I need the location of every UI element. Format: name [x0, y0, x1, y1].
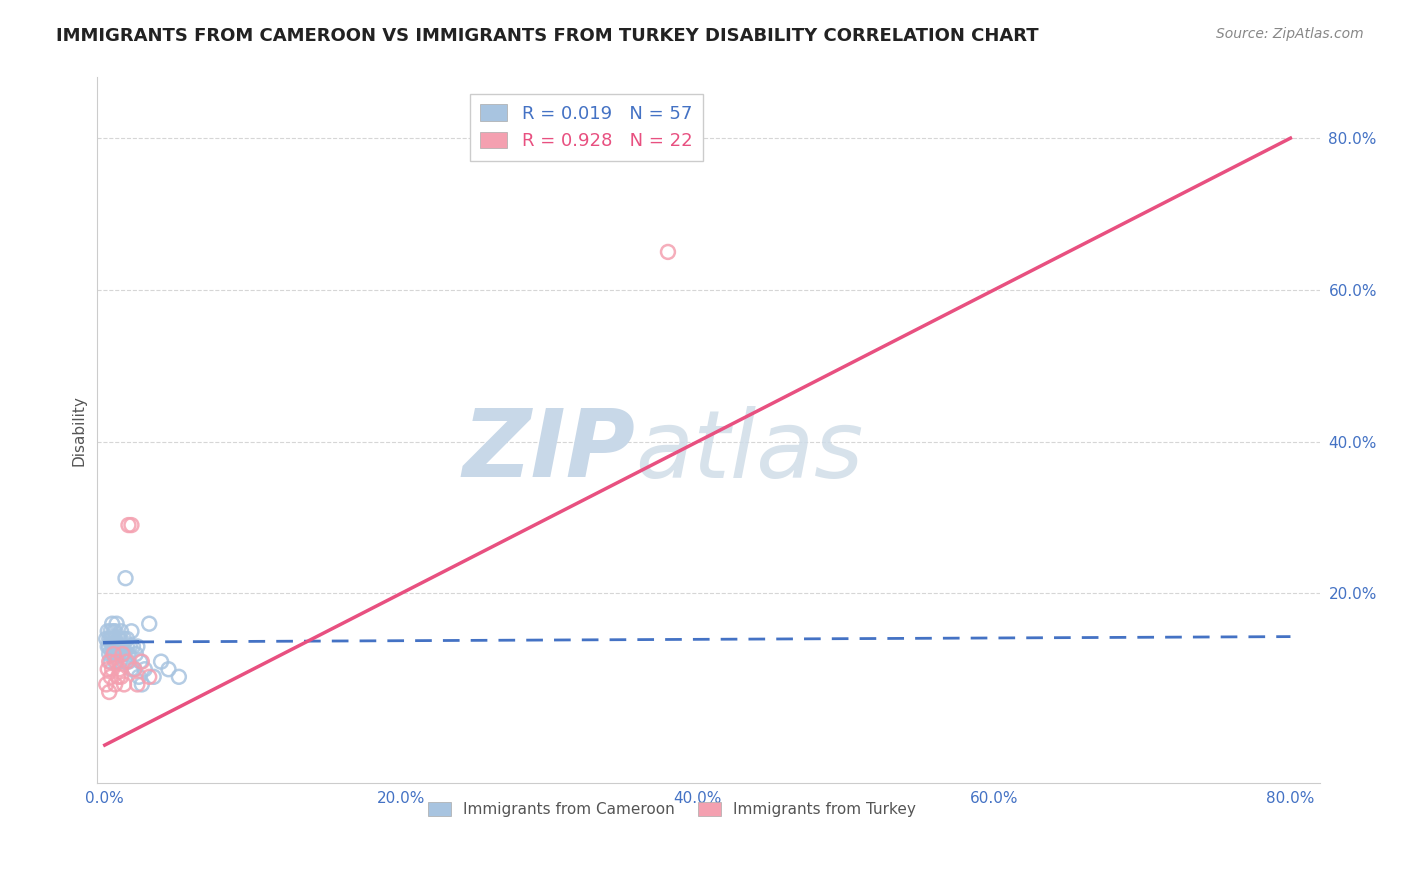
Point [131, 677, 153, 691]
Point [117, 647, 139, 661]
Y-axis label: Disability: Disability [72, 395, 86, 466]
Point [150, 655, 173, 669]
Point [103, 647, 125, 661]
Point [104, 647, 127, 661]
Point [101, 662, 124, 676]
Point [127, 677, 149, 691]
Point [112, 677, 135, 691]
Point [104, 677, 127, 691]
Point [117, 518, 139, 533]
Point [110, 647, 132, 661]
Point [117, 655, 139, 669]
Point [129, 655, 152, 669]
Point [122, 640, 145, 654]
Point [107, 640, 129, 654]
Point [124, 662, 146, 676]
Text: Source: ZipAtlas.com: Source: ZipAtlas.com [1216, 27, 1364, 41]
Point [105, 616, 128, 631]
Text: atlas: atlas [636, 406, 863, 497]
Point [103, 647, 125, 661]
Point [100, 632, 122, 646]
Point [104, 624, 127, 639]
Point [108, 655, 131, 669]
Point [108, 632, 131, 646]
Point [97, 624, 120, 639]
Point [125, 647, 148, 661]
Point [112, 632, 135, 646]
Point [105, 655, 128, 669]
Point [120, 662, 142, 676]
Text: IMMIGRANTS FROM CAMEROON VS IMMIGRANTS FROM TURKEY DISABILITY CORRELATION CHART: IMMIGRANTS FROM CAMEROON VS IMMIGRANTS F… [56, 27, 1039, 45]
Point [104, 632, 127, 646]
Point [107, 670, 129, 684]
Legend: Immigrants from Cameroon, Immigrants from Turkey: Immigrants from Cameroon, Immigrants fro… [420, 795, 924, 825]
Point [98, 640, 121, 654]
Point [128, 670, 150, 684]
Point [114, 571, 136, 585]
Point [98, 632, 121, 646]
Point [101, 647, 124, 661]
Point [108, 640, 131, 654]
Point [101, 632, 124, 646]
Point [131, 655, 153, 669]
Point [111, 640, 134, 654]
Point [97, 640, 120, 654]
Point [657, 244, 679, 259]
Point [101, 640, 124, 654]
Point [98, 655, 121, 669]
Point [96, 677, 118, 691]
Point [101, 616, 124, 631]
Point [104, 655, 127, 669]
Point [110, 670, 132, 684]
Point [134, 662, 156, 676]
Point [100, 624, 122, 639]
Point [167, 670, 190, 684]
Point [107, 632, 129, 646]
Point [142, 670, 165, 684]
Point [97, 662, 120, 676]
Point [105, 647, 128, 661]
Point [120, 518, 142, 533]
Point [105, 640, 128, 654]
Point [111, 647, 134, 661]
Point [111, 647, 134, 661]
Point [100, 670, 122, 684]
Point [98, 647, 121, 661]
Point [108, 662, 131, 676]
Point [110, 624, 132, 639]
Point [100, 655, 122, 669]
Text: ZIP: ZIP [463, 405, 636, 498]
Point [115, 655, 138, 669]
Point [96, 632, 118, 646]
Point [157, 662, 180, 676]
Point [115, 632, 138, 646]
Point [103, 624, 125, 639]
Point [98, 685, 121, 699]
Point [103, 640, 125, 654]
Point [107, 647, 129, 661]
Point [115, 640, 138, 654]
Point [138, 670, 160, 684]
Point [112, 647, 135, 661]
Point [138, 616, 160, 631]
Point [118, 640, 141, 654]
Point [114, 655, 136, 669]
Point [124, 662, 146, 676]
Point [127, 640, 149, 654]
Point [120, 624, 142, 639]
